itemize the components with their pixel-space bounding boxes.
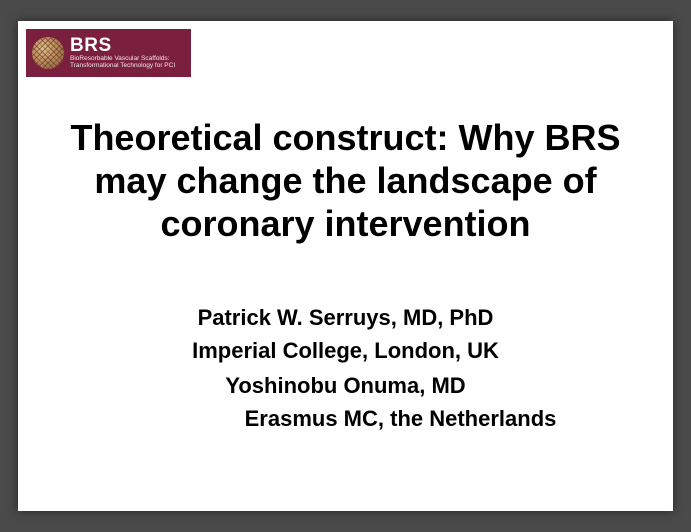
slide-title: Theoretical construct: Why BRS may chang… [58, 116, 633, 246]
brs-logo-banner: BRS BioResorbable Vascular Scaffolds: Tr… [26, 29, 191, 77]
logo-subtitle-line2: Transformational Technology for PCI [70, 63, 175, 70]
author2-name: Yoshinobu Onuma, MD [58, 369, 633, 402]
author2-affiliation: Erasmus MC, the Netherlands [168, 402, 633, 435]
scaffold-icon [32, 37, 64, 69]
logo-acronym: BRS [70, 36, 175, 56]
author1-affiliation: Imperial College, London, UK [58, 334, 633, 367]
slide: BRS BioResorbable Vascular Scaffolds: Tr… [18, 21, 673, 511]
logo-text-block: BRS BioResorbable Vascular Scaffolds: Tr… [70, 36, 175, 70]
scaffold-mesh-pattern [32, 37, 64, 69]
title-block: Theoretical construct: Why BRS may chang… [58, 116, 633, 246]
authors-block: Patrick W. Serruys, MD, PhD Imperial Col… [58, 301, 633, 435]
author1-name: Patrick W. Serruys, MD, PhD [58, 301, 633, 334]
